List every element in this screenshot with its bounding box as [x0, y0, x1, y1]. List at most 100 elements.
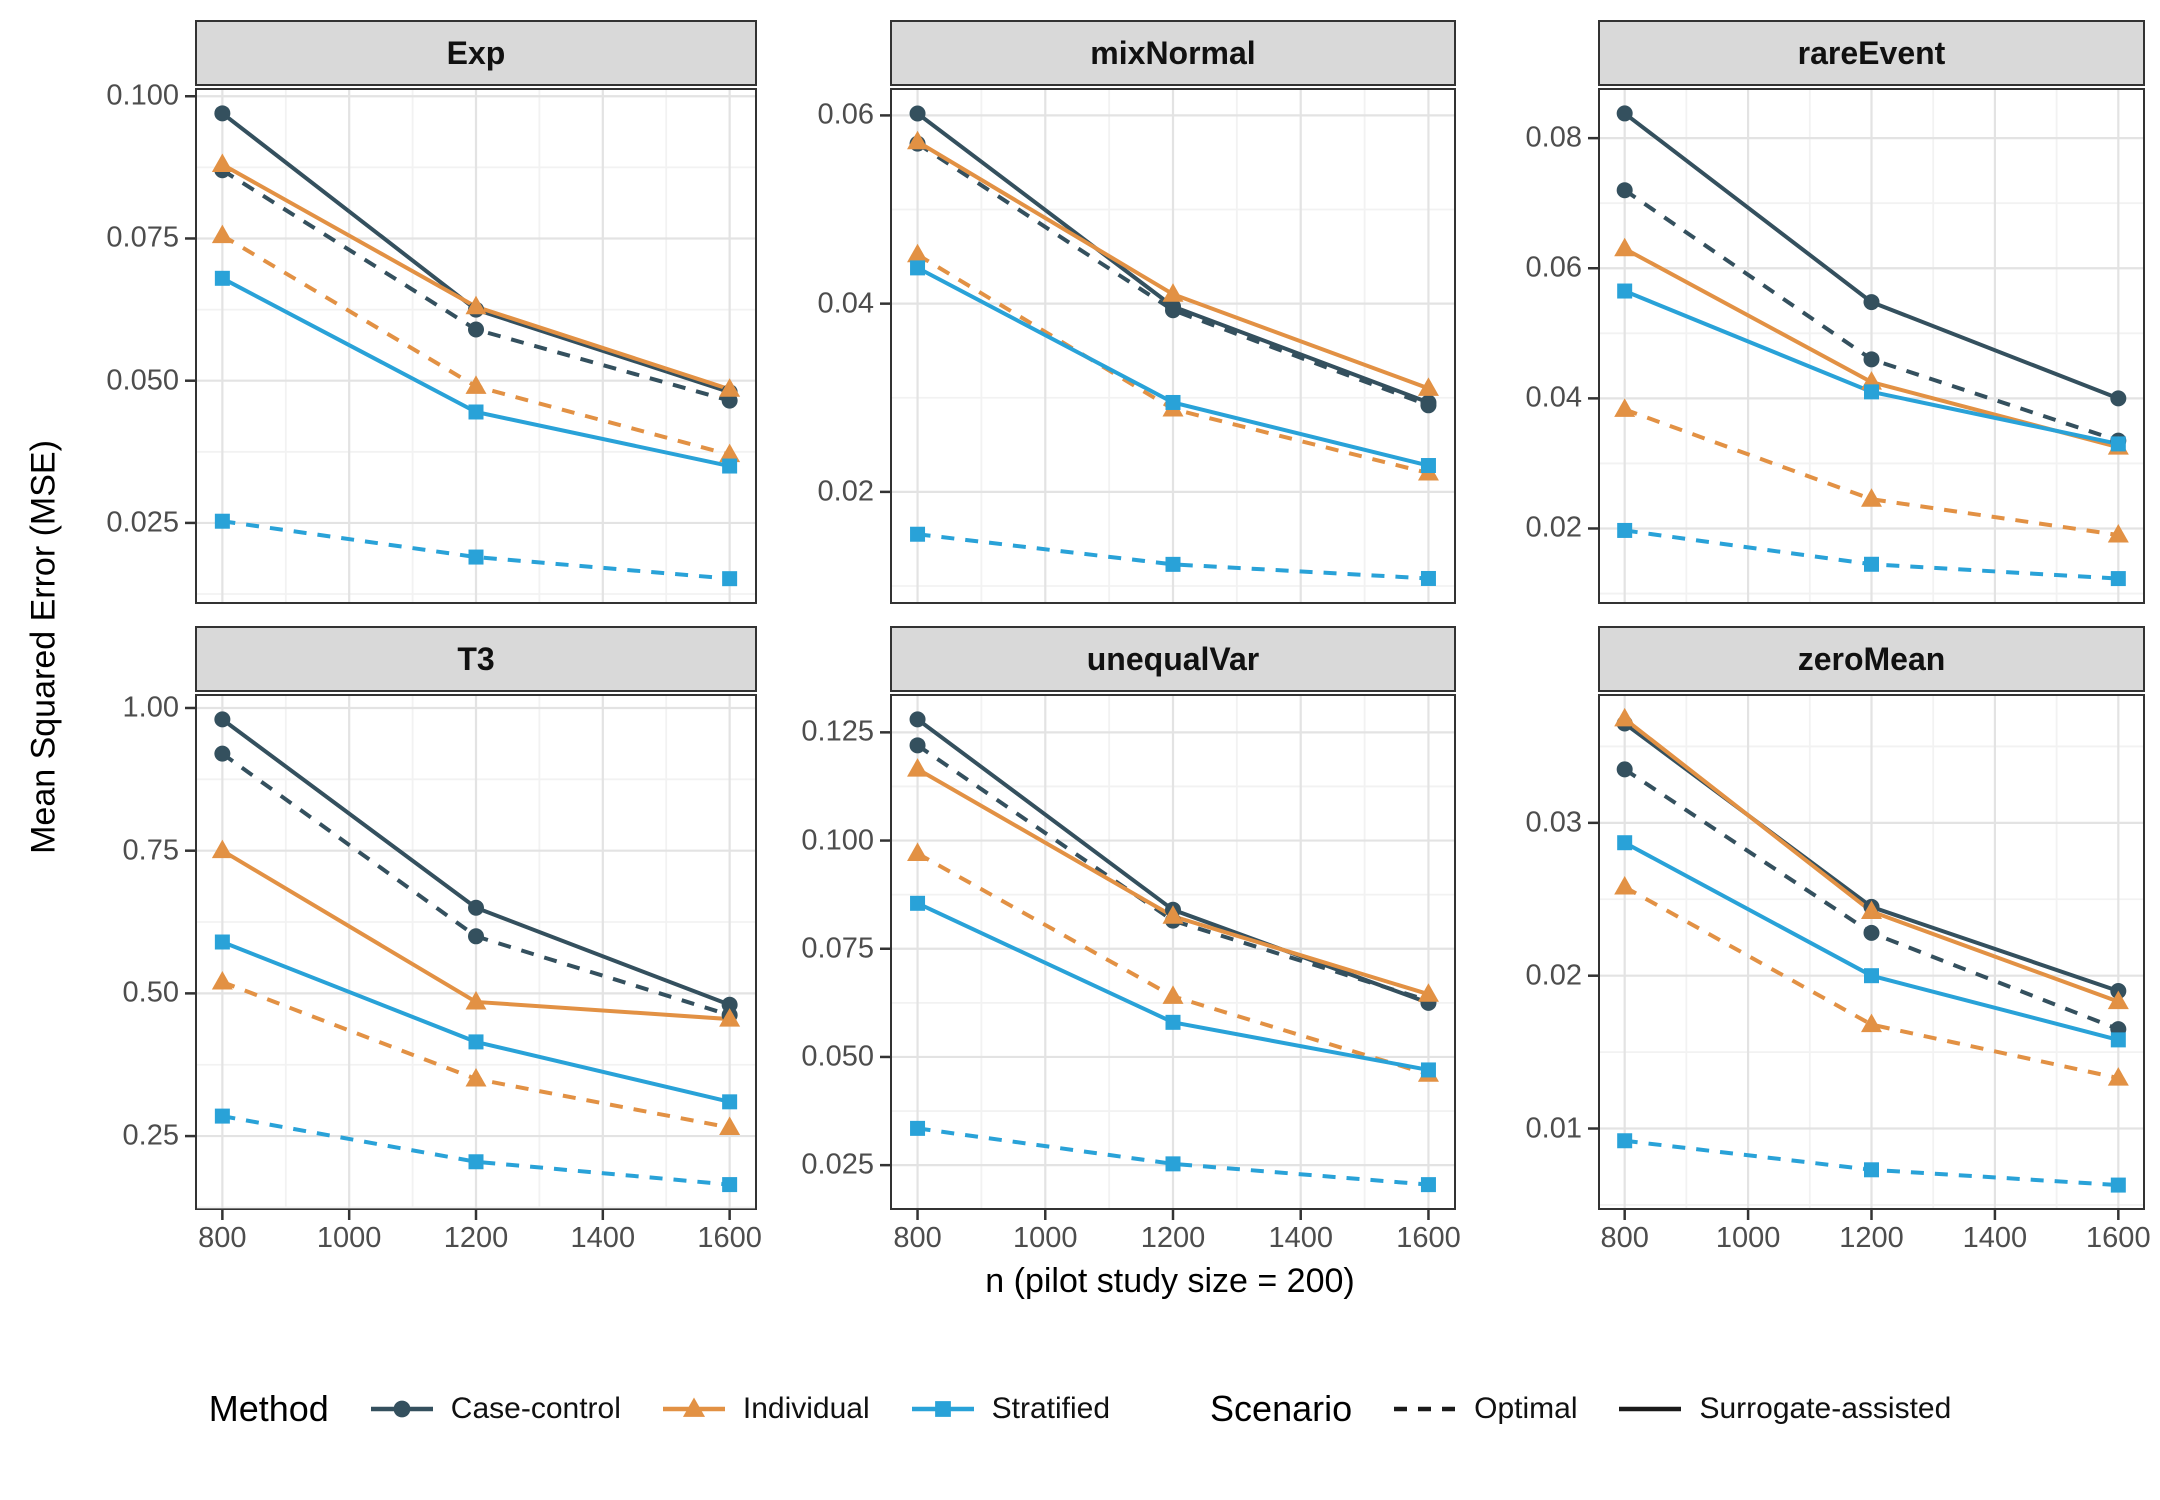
legend-entry-method: Stratified: [910, 1391, 1110, 1427]
y-tick-label: 0.075: [106, 221, 179, 254]
triangle-key-icon: [662, 1397, 725, 1417]
legend-method-label: Case-control: [450, 1392, 621, 1425]
x-tick-label: 1600: [1396, 1222, 1461, 1254]
facet-title: mixNormal: [1090, 34, 1256, 71]
plot-area: 0.02 0.04 0.06: [818, 88, 1456, 604]
data-point: [1614, 876, 1636, 895]
data-point: [2110, 1032, 2126, 1048]
data-point: [2107, 1067, 2129, 1086]
data-point: [910, 1120, 926, 1136]
data-point: [214, 1108, 230, 1124]
legend-method-group: Method Case-control Individual Stratified: [209, 1388, 1110, 1430]
facet-unequalvar: unequalVar 0.025 0.050 0.075 0.100 0.125 800 1…: [801, 626, 1461, 1253]
legend-entry-method: Individual: [661, 1391, 870, 1427]
circle-key-icon: [370, 1400, 433, 1418]
data-point: [465, 1068, 487, 1087]
panel-svg: [1588, 90, 2143, 602]
legend-method-title: Method: [208, 1388, 329, 1429]
data-point: [1420, 570, 1436, 586]
data-point: [907, 243, 929, 263]
panel-svg: [880, 90, 1454, 602]
x-tick-label: 1000: [316, 1222, 382, 1254]
data-point: [1864, 556, 1879, 572]
data-point: [907, 130, 929, 150]
y-tick-label: 0.125: [801, 715, 874, 748]
data-point: [1165, 394, 1181, 410]
data-point: [468, 899, 484, 916]
facet-strip: zeroMean: [1598, 626, 2145, 692]
data-point: [1864, 384, 1879, 400]
data-point: [211, 153, 233, 173]
data-point: [719, 1116, 741, 1136]
x-tick-label: 1000: [1715, 1222, 1781, 1254]
facet-title: T3: [457, 640, 495, 677]
data-point: [1861, 1013, 1882, 1033]
facet-strip: mixNormal: [890, 20, 1456, 86]
facet-t3: T3 0.25 0.50 0.75 1.00 800 1000 1200 1400 1600: [123, 626, 762, 1253]
legend-method-label: Individual: [742, 1392, 870, 1425]
y-tick-label: 0.02: [1525, 511, 1582, 544]
data-point: [1863, 294, 1880, 311]
data-point: [907, 758, 929, 777]
data-point: [2110, 571, 2126, 587]
facet-title: Exp: [446, 34, 506, 71]
data-point: [1165, 556, 1181, 572]
legend-scenario-group: Scenario Optimal Surrogate-assisted: [1210, 1388, 1951, 1430]
facet-strip: rareEvent: [1598, 20, 2145, 86]
data-point: [2107, 523, 2129, 543]
solid-line-key-icon: [1619, 1406, 1682, 1412]
x-tick-label: 1200: [1140, 1222, 1206, 1254]
data-point: [468, 549, 484, 565]
legend-method-label: Stratified: [991, 1392, 1111, 1425]
y-tick-label: 0.025: [801, 1148, 874, 1181]
data-point: [719, 378, 741, 397]
data-point: [1614, 398, 1636, 417]
data-point: [1420, 1062, 1436, 1078]
data-point: [1616, 761, 1633, 778]
data-point: [2110, 390, 2127, 407]
facet-mixnormal: mixNormal 0.02 0.04 0.06: [818, 20, 1456, 604]
data-point: [1162, 283, 1184, 302]
x-tick-label: 1400: [1962, 1222, 2028, 1254]
data-point: [1417, 983, 1439, 1002]
x-tick-label: 1200: [1839, 1222, 1904, 1254]
data-point: [1162, 985, 1184, 1004]
data-point: [1617, 835, 1633, 851]
x-tick-label: 1200: [443, 1222, 509, 1254]
y-axis-title: Mean Squared Error (MSE): [24, 440, 63, 854]
x-tick-label: 800: [198, 1222, 247, 1254]
data-point: [1420, 394, 1437, 411]
y-tick-label: 0.075: [801, 932, 874, 965]
series-line: [916, 743, 1430, 1003]
data-point: [1616, 182, 1633, 199]
plot-area: 0.025 0.050 0.075 0.100: [106, 81, 757, 604]
facet-strip: unequalVar: [890, 626, 1456, 692]
facet-zeromean: zeroMean 0.01 0.02 0.03 800 1000 1200 1400 1600: [1526, 626, 2151, 1253]
y-tick-label: 0.06: [1525, 251, 1582, 284]
data-point: [2110, 1177, 2126, 1193]
y-tick-label: 0.100: [106, 79, 179, 112]
data-point: [910, 260, 926, 276]
data-point: [1417, 377, 1439, 396]
data-point: [211, 839, 233, 859]
data-point: [1614, 707, 1636, 727]
y-tick-label: 0.04: [1525, 381, 1582, 414]
data-point: [1165, 298, 1181, 315]
data-point: [1165, 1156, 1181, 1172]
facet-title: unequalVar: [1086, 640, 1260, 677]
plot-area: 0.25 0.50 0.75 1.00 800 1000 1200 1400 1600: [123, 693, 762, 1253]
y-tick-label: 1.00: [122, 691, 179, 724]
legend-scenario-title: Scenario: [1210, 1388, 1353, 1429]
data-point: [909, 711, 926, 728]
data-point: [1420, 1177, 1436, 1193]
y-tick-label: 0.75: [122, 834, 179, 867]
data-point: [1863, 351, 1880, 368]
y-tick-label: 0.050: [801, 1040, 874, 1073]
legend-entry-method: Case-control: [369, 1391, 621, 1427]
legend-entry-scenario: Surrogate-assisted: [1617, 1391, 1951, 1427]
y-tick-label: 0.02: [817, 475, 874, 508]
data-point: [1617, 283, 1633, 299]
data-point: [1616, 105, 1633, 122]
dashed-line-key-icon: [1394, 1406, 1457, 1412]
data-point: [1861, 488, 1882, 507]
